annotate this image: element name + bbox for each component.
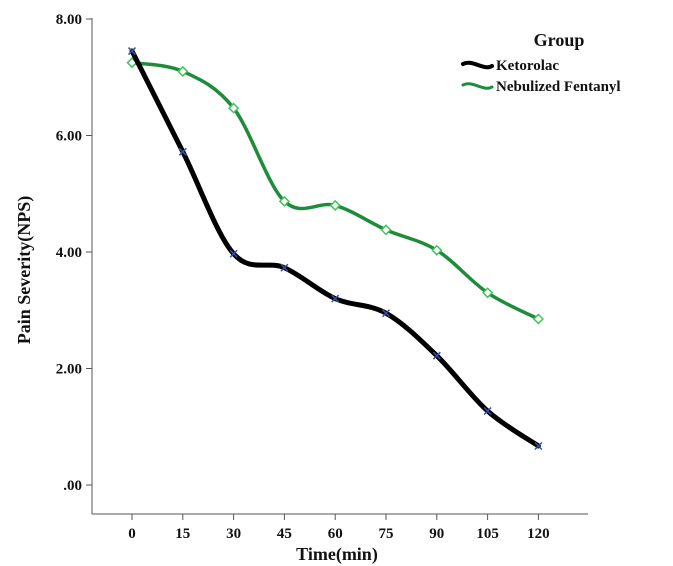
data-point-ketorolac — [483, 406, 492, 416]
data-point-nebulized-fentanyl — [431, 244, 443, 256]
series-layer — [126, 47, 544, 451]
legend-swatch-nebulized-fentanyl — [461, 82, 494, 90]
x-tick-label: 60 — [328, 526, 343, 542]
data-point-nebulized-fentanyl — [177, 65, 189, 77]
legend-label-ketorolac: Ketorolac — [496, 58, 559, 74]
data-point-nebulized-fentanyl — [278, 195, 290, 207]
y-tick-label: 6.00 — [56, 129, 82, 145]
x-tick-label: 90 — [429, 526, 444, 542]
y-tick-label: 2.00 — [56, 362, 82, 378]
x-tick-label: 105 — [476, 526, 499, 542]
legend-swatch-ketorolac — [461, 60, 494, 70]
legend-label-nebulized-fentanyl: Nebulized Fentanyl — [496, 79, 621, 95]
x-tick-label: 15 — [175, 526, 190, 542]
legend: Group Ketorolac Nebulized Fentanyl — [461, 30, 621, 95]
data-point-nebulized-fentanyl — [329, 199, 341, 211]
x-tick-label: 75 — [379, 526, 394, 542]
x-tick-label: 45 — [277, 526, 292, 542]
data-point-ketorolac — [229, 249, 238, 258]
y-axis-title: Pain Severity(NPS) — [14, 196, 35, 344]
x-tick-label: 30 — [226, 526, 241, 542]
data-point-nebulized-fentanyl — [228, 102, 240, 114]
data-point-ketorolac — [280, 263, 289, 272]
data-point-ketorolac — [178, 147, 187, 156]
series-line-ketorolac — [129, 48, 541, 449]
data-point-ketorolac — [381, 309, 391, 318]
series-line-nebulized-fentanyl — [130, 60, 541, 321]
legend-title: Group — [534, 30, 585, 50]
x-tick-label: 120 — [527, 526, 550, 542]
data-point-ketorolac — [432, 351, 441, 360]
y-tick-label: 4.00 — [56, 245, 82, 261]
data-point-ketorolac — [331, 294, 340, 303]
axes: .00 2.00 4.00 6.00 8.00 0 15 30 45 60 75 90 105 120 — [56, 12, 588, 542]
data-point-nebulized-fentanyl — [532, 313, 544, 325]
x-tick-label: 0 — [128, 526, 136, 542]
y-tick-label: .00 — [63, 478, 82, 494]
y-tick-label: 8.00 — [56, 12, 82, 28]
x-axis-title: Time(min) — [296, 544, 378, 565]
data-point-ketorolac — [127, 47, 137, 56]
data-point-nebulized-fentanyl — [482, 287, 494, 299]
data-point-nebulized-fentanyl — [380, 224, 392, 236]
data-point-ketorolac — [534, 441, 543, 451]
